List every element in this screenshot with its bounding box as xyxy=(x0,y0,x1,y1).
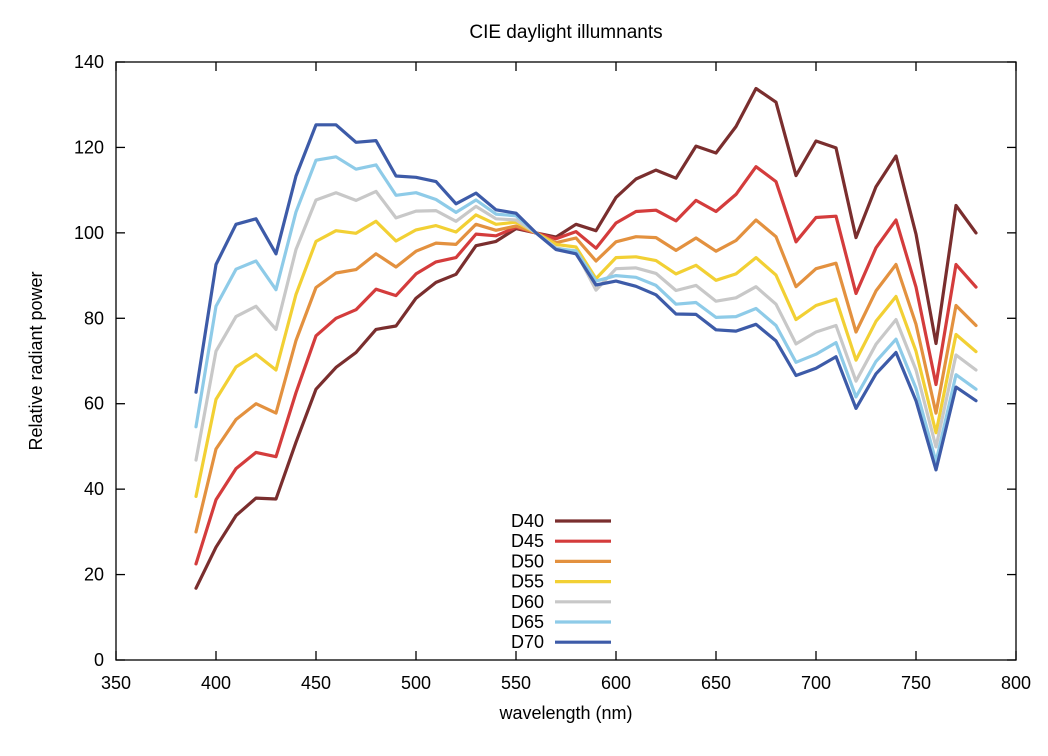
y-tick-label: 40 xyxy=(84,479,104,499)
y-tick-label: 0 xyxy=(94,650,104,670)
legend-label-d40: D40 xyxy=(511,511,544,531)
x-tick-label: 500 xyxy=(401,673,431,693)
x-axis-label: wavelength (nm) xyxy=(498,703,632,723)
plot-series xyxy=(194,86,978,590)
series-line-d55 xyxy=(194,213,978,498)
y-tick-label: 80 xyxy=(84,308,104,328)
x-axis: 350 400 450 500 550 600 650 700 750 800 xyxy=(101,62,1031,693)
y-axis-label: Relative radiant power xyxy=(26,271,46,450)
series-line-d50 xyxy=(194,218,978,534)
x-tick-label: 400 xyxy=(201,673,231,693)
legend-label-d55: D55 xyxy=(511,572,544,592)
legend-label-d70: D70 xyxy=(511,632,544,652)
legend-label-d65: D65 xyxy=(511,612,544,632)
plot-frame xyxy=(115,61,1017,661)
y-tick-label: 140 xyxy=(74,52,104,72)
x-tick-label: 550 xyxy=(501,673,531,693)
y-tick-label: 20 xyxy=(84,565,104,585)
x-tick-label: 450 xyxy=(301,673,331,693)
legend-label-d45: D45 xyxy=(511,531,544,551)
y-axis: 0 20 40 60 80 100 120 140 xyxy=(74,52,1016,670)
x-tick-label: 650 xyxy=(701,673,731,693)
legend-label-d50: D50 xyxy=(511,551,544,571)
x-tick-label: 600 xyxy=(601,673,631,693)
x-tick-label: 350 xyxy=(101,673,131,693)
x-tick-label: 700 xyxy=(801,673,831,693)
x-tick-label: 750 xyxy=(901,673,931,693)
series-line-d65 xyxy=(194,155,978,464)
legend-label-d60: D60 xyxy=(511,592,544,612)
y-tick-label: 100 xyxy=(74,223,104,243)
chart-title: CIE daylight illumnants xyxy=(469,22,662,43)
y-tick-label: 60 xyxy=(84,394,104,414)
x-tick-label: 800 xyxy=(1001,673,1031,693)
series-line-d45 xyxy=(194,165,978,566)
y-tick-label: 120 xyxy=(74,137,104,157)
series-line-d70 xyxy=(194,123,978,472)
series-line-d40 xyxy=(194,86,978,590)
